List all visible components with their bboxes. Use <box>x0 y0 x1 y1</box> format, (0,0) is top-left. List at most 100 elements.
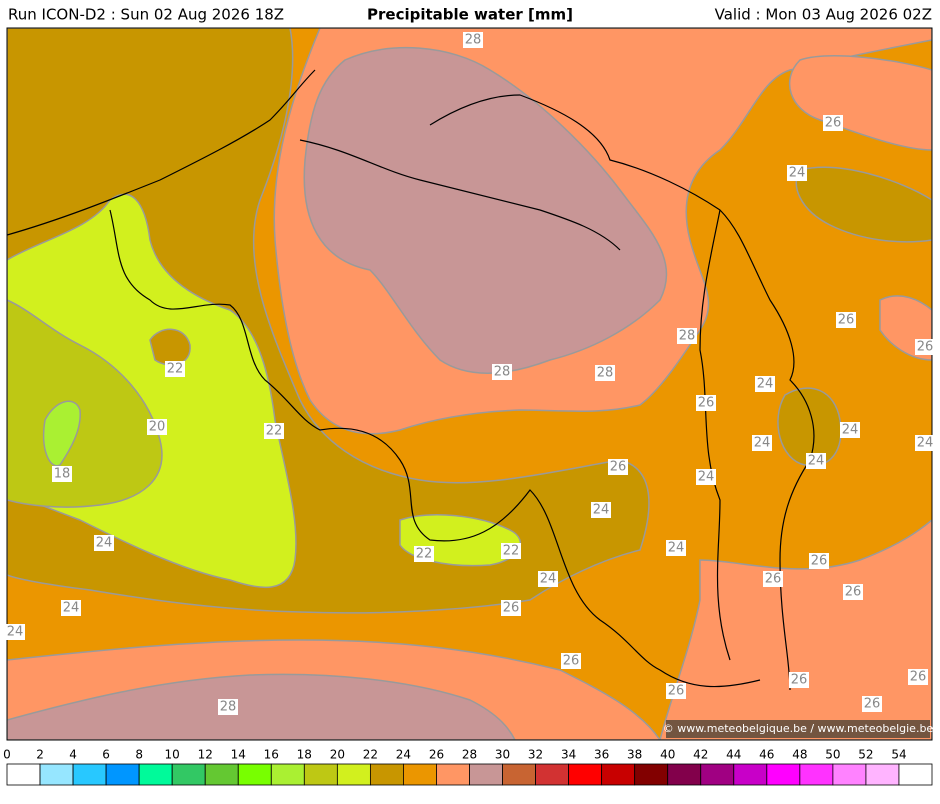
color-box <box>336 763 371 786</box>
colorbar-tick: 44 <box>726 748 741 762</box>
label-bg <box>414 546 434 562</box>
color-box <box>865 763 900 786</box>
colorbar-tick: 14 <box>231 748 246 762</box>
colorbar-tick: 32 <box>528 748 543 762</box>
label-bg <box>763 571 783 587</box>
map-title: Precipitable water [mm] <box>367 6 573 24</box>
color-box <box>502 763 536 786</box>
colorbar-tick: 20 <box>330 748 345 762</box>
contour-label: 26 <box>845 585 862 600</box>
label-bg <box>696 469 716 485</box>
colorbar-tick: 0 <box>3 748 11 762</box>
colorbar-tick: 16 <box>264 748 279 762</box>
color-box <box>403 763 437 786</box>
contour-label: 24 <box>842 423 859 438</box>
colorbar-tick: 12 <box>198 748 213 762</box>
contour-label: 22 <box>167 362 184 377</box>
contour-label: 28 <box>494 365 511 380</box>
colorbar-tick: 54 <box>891 748 906 762</box>
colorbar-tick: 42 <box>693 748 708 762</box>
field-26-28 <box>789 55 932 151</box>
colorbar-tick: 6 <box>102 748 110 762</box>
contour-label: 24 <box>698 470 715 485</box>
color-box <box>303 763 338 786</box>
label-bg <box>61 600 81 616</box>
color-box <box>700 763 735 786</box>
label-bg <box>501 543 521 559</box>
label-bg <box>666 683 686 699</box>
colorbar-tick: 24 <box>396 748 411 762</box>
contour-label: 24 <box>593 503 610 518</box>
field-18-20 <box>7 299 163 508</box>
color-box <box>469 763 503 786</box>
label-bg <box>218 699 238 715</box>
color-box <box>270 763 305 786</box>
colorbar-tick: 26 <box>429 748 444 762</box>
contour-label: 28 <box>597 366 614 381</box>
label-bg <box>595 365 615 381</box>
field-22-24 <box>777 387 842 467</box>
field-16-18 <box>43 400 81 467</box>
label-bg <box>908 669 928 685</box>
color-box <box>667 763 702 786</box>
color-box <box>6 763 41 786</box>
label-bg <box>147 419 167 435</box>
map-frame <box>6 27 933 741</box>
label-bg <box>843 584 863 600</box>
label-bg <box>501 600 521 616</box>
colorbar-tick: 2 <box>36 748 44 762</box>
colorbar-tick: 46 <box>759 748 774 762</box>
contour-labels: 28 26 24 26 28 22 28 28 24 26 20 22 24 24 24 24 26 24 18 24… <box>5 32 935 715</box>
label-bg <box>915 435 935 451</box>
color-box <box>369 763 404 786</box>
contour-label: 24 <box>63 601 80 616</box>
label-bg <box>561 653 581 669</box>
colorbar-tick: 38 <box>627 748 642 762</box>
contour-label: 26 <box>910 670 927 685</box>
label-bg <box>463 32 483 48</box>
label-bg <box>264 423 284 439</box>
colorbar-tick: 36 <box>594 748 609 762</box>
border <box>429 94 815 691</box>
color-box <box>601 763 636 786</box>
border <box>109 209 761 688</box>
field-28-30 <box>7 673 516 740</box>
colorbar-tick: 4 <box>69 748 77 762</box>
color-box <box>898 763 933 786</box>
color-box <box>138 763 173 786</box>
border <box>699 209 731 661</box>
color-box <box>171 763 206 786</box>
field-22-24 <box>149 328 191 366</box>
label-bg <box>492 364 512 380</box>
contour-label: 24 <box>754 436 771 451</box>
contour-label: 24 <box>668 541 685 556</box>
label-bg <box>165 361 185 377</box>
label-bg <box>840 422 860 438</box>
label-bg <box>752 435 772 451</box>
color-box <box>535 763 570 786</box>
color-box <box>832 763 867 786</box>
colorbar-tick: 40 <box>660 748 675 762</box>
color-box <box>436 763 470 786</box>
color-box <box>39 763 74 786</box>
contour-label: 26 <box>765 572 782 587</box>
label-bg <box>789 672 809 688</box>
contour-label: 22 <box>266 424 283 439</box>
label-bg <box>915 339 935 355</box>
color-box <box>204 763 239 786</box>
label-bg <box>836 312 856 328</box>
label-bg <box>809 553 829 569</box>
contour-label: 20 <box>149 420 166 435</box>
copyright-bg <box>666 720 930 738</box>
contour-label: 26 <box>563 654 580 669</box>
contour-label: 26 <box>791 673 808 688</box>
label-bg <box>862 696 882 712</box>
color-box <box>634 763 669 786</box>
colorbar-tick: 18 <box>297 748 312 762</box>
colorbar-tick: 48 <box>792 748 807 762</box>
valid-info: Valid : Mon 03 Aug 2026 02Z <box>715 6 932 24</box>
colorbar-tick: 34 <box>561 748 576 762</box>
label-bg <box>666 540 686 556</box>
contour-label: 22 <box>503 544 520 559</box>
